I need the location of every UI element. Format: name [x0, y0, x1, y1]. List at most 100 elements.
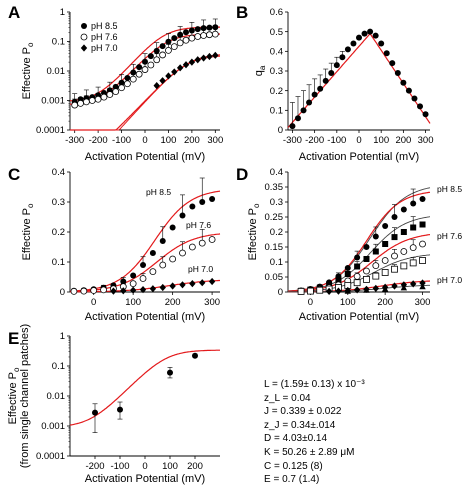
data-point [372, 32, 379, 39]
y-axis-title: Effective Po [21, 203, 35, 260]
data-point [294, 115, 301, 122]
x-tick-label: 300 [204, 297, 220, 308]
data-point-s1 [382, 223, 389, 229]
data-point-s3 [381, 257, 389, 264]
data-point-s1 [419, 196, 426, 202]
y-tick-label: 0.4 [52, 167, 65, 178]
x-tick-label: 0 [142, 461, 147, 472]
data-point [361, 30, 368, 37]
y-tick-label: 0.5 [270, 27, 283, 38]
data-point-ph70 [129, 286, 137, 294]
y-tick-label: 0 [278, 287, 283, 298]
data-point-s3 [391, 252, 398, 260]
data-point-s1 [363, 244, 370, 250]
data-point-s4 [419, 257, 426, 264]
data-point-s4 [316, 286, 324, 294]
data-point-ph70 [200, 54, 207, 62]
data-point-ph76 [208, 236, 216, 243]
data-point-ph85 [159, 43, 166, 50]
data-point [422, 111, 429, 118]
data-point-ph76 [88, 97, 96, 104]
param-k: K = 50.26 ± 2.89 μM [264, 446, 355, 458]
data-point-s6 [344, 287, 351, 294]
y-axis-title-sub: a [258, 65, 267, 70]
data-point-ph76 [165, 46, 172, 54]
data-point-ph76 [147, 61, 155, 69]
data-point-s2 [400, 229, 407, 235]
x-tick-label: 200 [165, 297, 181, 308]
data-point [328, 69, 335, 76]
x-tick-label: 300 [207, 135, 223, 146]
data-point-s4 [307, 287, 314, 295]
data-point-s2 [363, 256, 370, 262]
data-point-ph70 [206, 52, 213, 61]
data-point-ph76 [94, 95, 102, 103]
data-point-ph76 [70, 287, 78, 295]
y-axis-title-main: Effective P [247, 208, 259, 260]
data-point-s3 [419, 240, 426, 248]
data-point-s6 [400, 284, 408, 291]
param-zj: z_J = 0.34±.014 [264, 419, 336, 431]
legend-marker-ph76 [80, 33, 88, 41]
data-point-ph70 [159, 283, 166, 292]
data-point-ph76 [129, 280, 137, 288]
data-point-ph76 [159, 51, 166, 59]
data-point [289, 123, 296, 130]
y-axis-title-main: Effective P [21, 47, 33, 99]
data-point-s5 [372, 284, 380, 292]
annotation-ph76: pH 7.6 [437, 231, 462, 241]
data-point [117, 406, 123, 413]
data-point-ph85 [136, 64, 143, 71]
data-point-ph70 [171, 68, 178, 76]
data-point [339, 54, 346, 61]
y-tick-label: 0.3 [52, 197, 65, 208]
data-point-ph70 [208, 277, 216, 286]
y-axis-title-sub: o [12, 367, 21, 372]
data-point [367, 28, 374, 35]
x-tick-label: 300 [415, 297, 431, 308]
data-point-ph70 [189, 280, 196, 288]
data-point-s4 [363, 275, 370, 283]
param-j: J = 0.339 ± 0.022 [264, 406, 342, 418]
data-point-ph76 [170, 43, 178, 51]
data-point [311, 91, 318, 98]
y-tick-label: 0.2 [270, 227, 283, 238]
data-point-s5 [353, 286, 361, 294]
data-point-s5 [335, 287, 342, 295]
y-axis-title: Effective Po [7, 367, 21, 424]
data-point-ph76 [211, 30, 219, 38]
data-point-s6 [419, 283, 426, 290]
data-point-ph76 [141, 66, 149, 73]
data-point-ph76 [106, 91, 114, 98]
fit-curve [287, 33, 431, 128]
data-point-ph85 [169, 224, 176, 231]
legend-marker-ph85 [81, 23, 87, 29]
data-point-ph76 [159, 261, 167, 269]
data-point-ph85 [177, 31, 184, 38]
y-axis-title-sub: o [26, 42, 35, 47]
data-point-ph76 [149, 268, 157, 276]
data-point-s4 [409, 259, 417, 267]
y-tick-label: 0 [60, 287, 65, 298]
data-point [356, 34, 362, 41]
data-point-s4 [381, 269, 389, 276]
legend-marker-ph70 [80, 44, 88, 52]
data-point-s1 [400, 206, 407, 213]
data-point-ph85 [194, 26, 201, 33]
data-point-s2 [419, 221, 426, 228]
legend-label-ph70: pH 7.0 [91, 43, 118, 53]
data-point-ph85 [120, 278, 127, 285]
panel-label: C [8, 165, 20, 184]
data-point [333, 62, 340, 69]
data-point-s2 [344, 271, 351, 277]
data-point-s5 [409, 280, 417, 288]
data-point-ph85 [199, 199, 206, 205]
data-point [92, 409, 98, 416]
data-point-ph76 [77, 99, 84, 107]
y-tick-label: 0.001 [41, 96, 65, 107]
data-point-s1 [354, 254, 361, 261]
data-point-ph76 [100, 93, 108, 101]
x-tick-label: 300 [418, 135, 434, 146]
annotation-ph85: pH 8.5 [437, 184, 462, 194]
x-tick-label: 100 [162, 461, 178, 472]
